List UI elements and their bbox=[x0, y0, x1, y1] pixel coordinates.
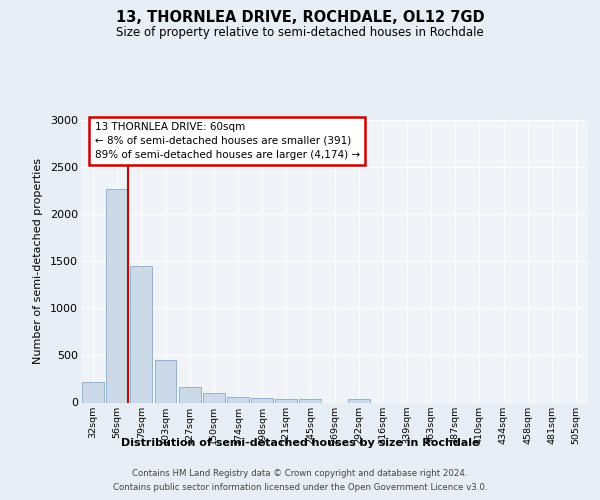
Bar bbox=[155, 360, 176, 403]
Text: Distribution of semi-detached houses by size in Rochdale: Distribution of semi-detached houses by … bbox=[121, 438, 479, 448]
Bar bbox=[203, 393, 224, 402]
Text: Contains public sector information licensed under the Open Government Licence v3: Contains public sector information licen… bbox=[113, 482, 487, 492]
Y-axis label: Number of semi-detached properties: Number of semi-detached properties bbox=[33, 158, 43, 364]
Bar bbox=[251, 398, 273, 402]
Bar bbox=[130, 266, 152, 402]
Bar bbox=[348, 398, 370, 402]
Bar bbox=[299, 399, 321, 402]
Bar bbox=[179, 387, 200, 402]
Text: 13, THORNLEA DRIVE, ROCHDALE, OL12 7GD: 13, THORNLEA DRIVE, ROCHDALE, OL12 7GD bbox=[116, 10, 484, 25]
Text: Size of property relative to semi-detached houses in Rochdale: Size of property relative to semi-detach… bbox=[116, 26, 484, 39]
Text: Contains HM Land Registry data © Crown copyright and database right 2024.: Contains HM Land Registry data © Crown c… bbox=[132, 469, 468, 478]
Bar bbox=[275, 398, 297, 402]
Bar bbox=[227, 398, 249, 402]
Bar bbox=[106, 188, 128, 402]
Text: 13 THORNLEA DRIVE: 60sqm
← 8% of semi-detached houses are smaller (391)
89% of s: 13 THORNLEA DRIVE: 60sqm ← 8% of semi-de… bbox=[95, 122, 359, 160]
Bar bbox=[82, 382, 104, 402]
